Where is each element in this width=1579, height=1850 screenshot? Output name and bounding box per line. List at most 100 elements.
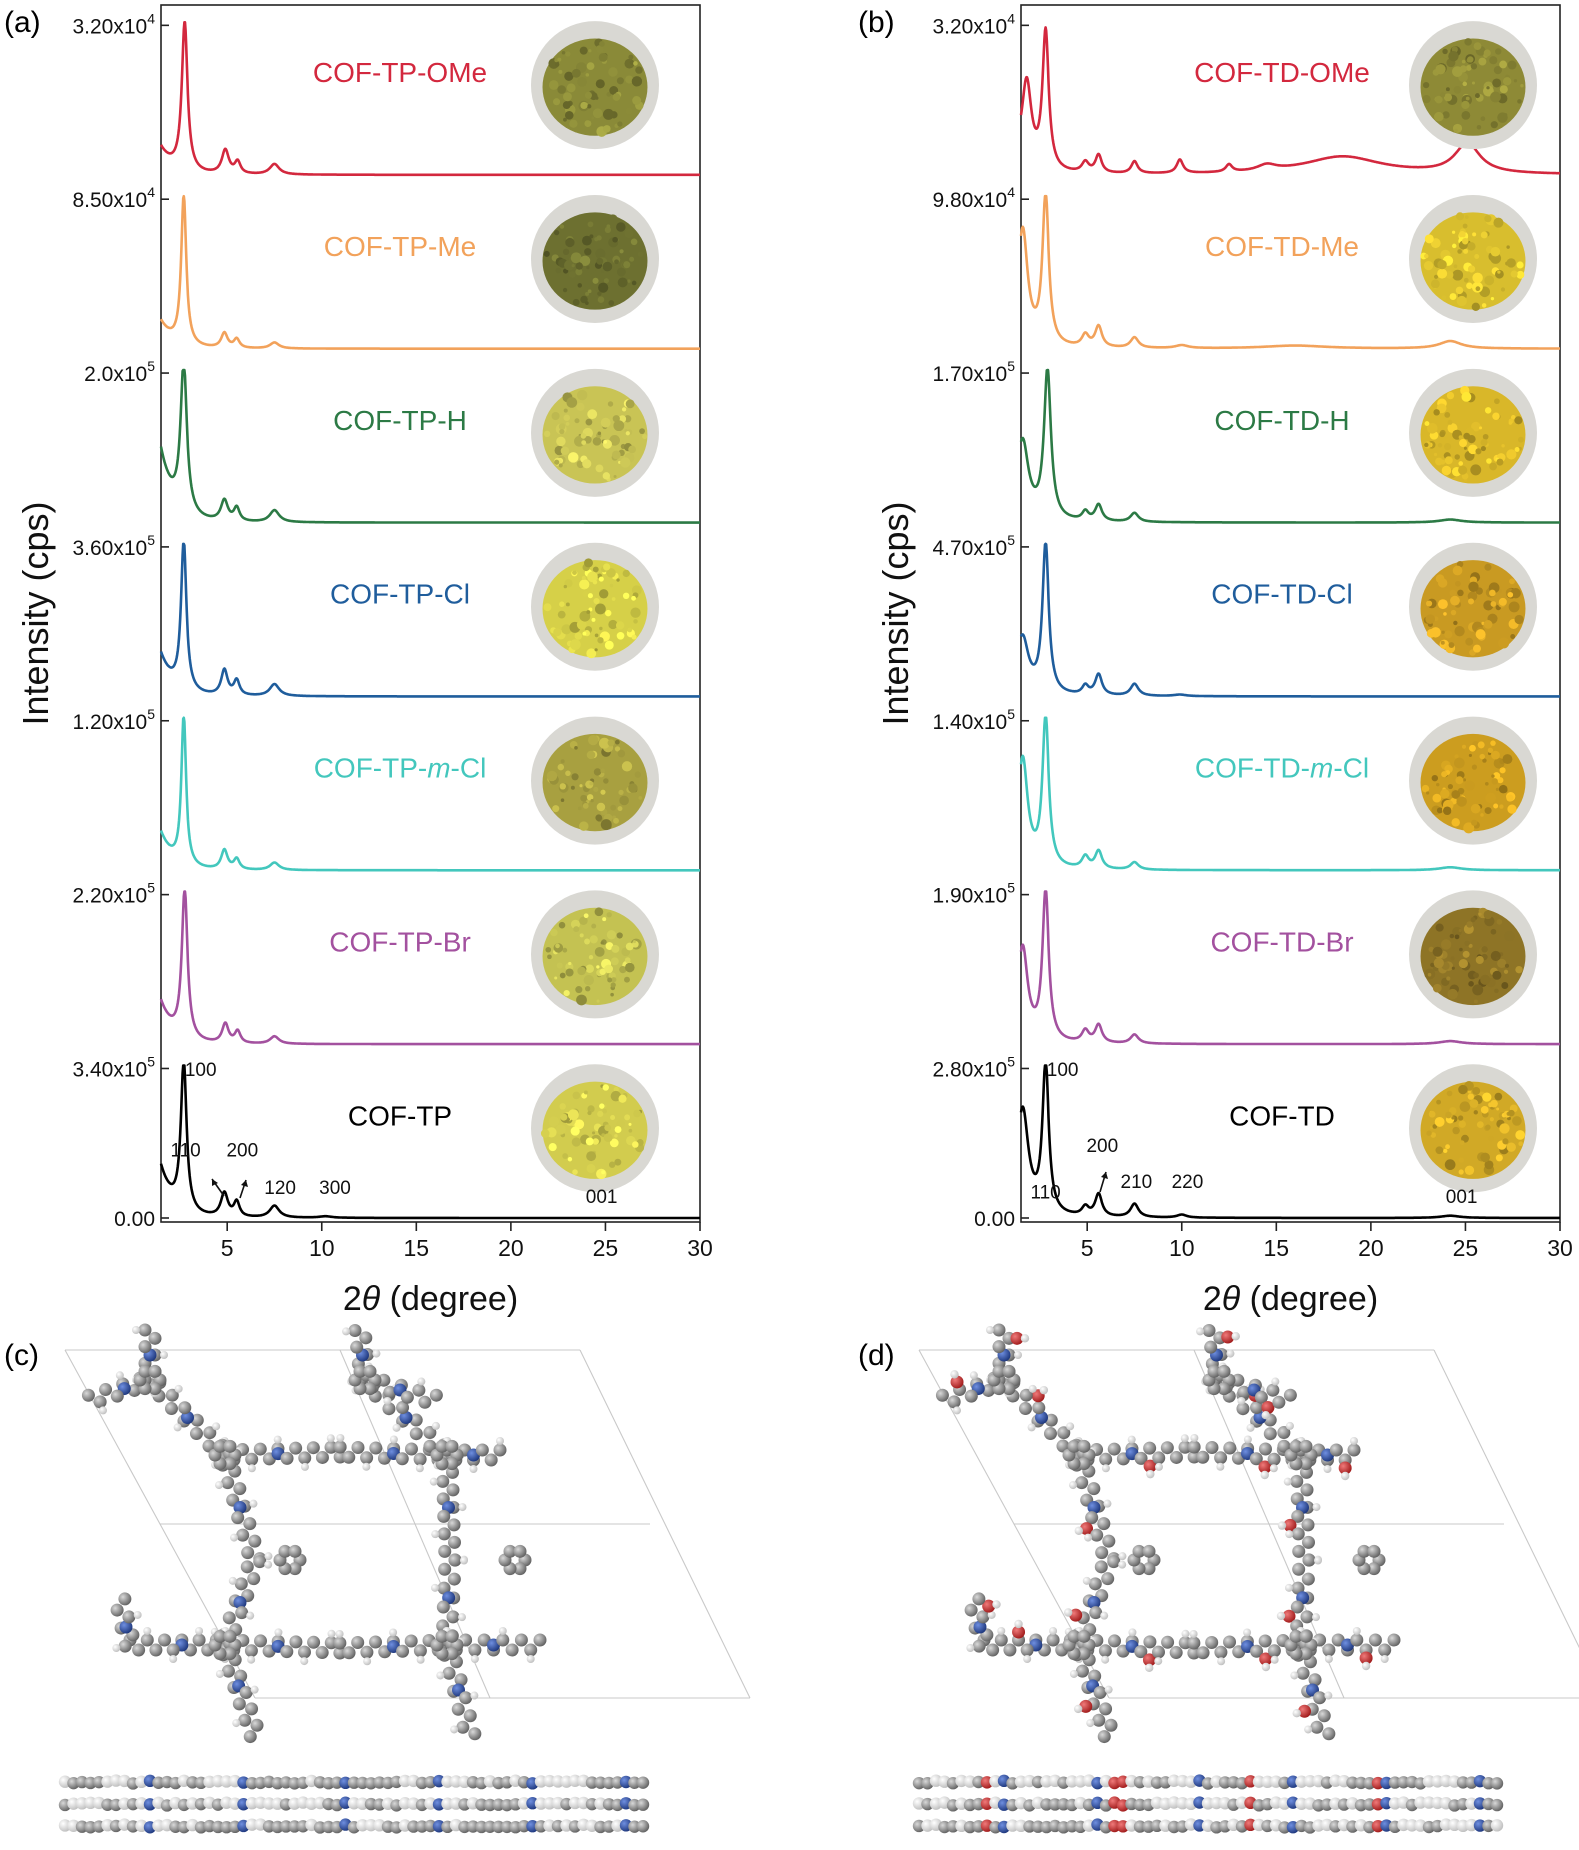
structure-c: [58, 1323, 751, 1834]
photo-grain: [599, 968, 606, 976]
y-tick-exponent: 4: [147, 184, 155, 200]
photo-grain: [563, 584, 568, 589]
photo-grain: [603, 439, 607, 444]
carbon-atom: [423, 1439, 437, 1453]
series-name: COF-TP: [348, 1100, 452, 1131]
y-tick-exponent: 5: [147, 1053, 155, 1069]
side-view-atom: [1065, 1775, 1079, 1788]
x-tick-label: 30: [687, 1235, 713, 1261]
hydrogen-atom: [1271, 1377, 1280, 1386]
carbon-atom: [315, 1450, 329, 1464]
photo-grain: [1458, 435, 1463, 440]
carbon-atom: [1299, 1439, 1313, 1453]
photo-grain: [552, 98, 561, 106]
photo-grain: [597, 291, 602, 296]
hydrogen-atom: [1277, 1521, 1287, 1530]
series-name-main: COF-TD-: [1195, 753, 1310, 784]
carbon-atom: [1160, 1441, 1174, 1455]
photo-grain: [1517, 99, 1522, 104]
series-line: [159, 542, 701, 698]
panel-label-a: (a): [4, 6, 41, 39]
photo-grain: [1491, 103, 1499, 111]
series-line: [1019, 368, 1561, 524]
photo-grain: [1481, 946, 1488, 953]
carbon-atom: [1296, 1666, 1310, 1680]
photo-grain: [557, 763, 565, 771]
photo-grain: [582, 631, 587, 636]
y-tick-label: 4.70x105: [932, 532, 1015, 560]
photo-grain: [1483, 49, 1491, 57]
photo-grain: [602, 472, 611, 480]
hydrogen-atom: [1261, 1410, 1270, 1420]
hydrogen-atom: [1323, 1465, 1332, 1473]
carbon-atom: [1107, 1442, 1121, 1456]
photo-grain: [571, 264, 575, 268]
photo-grain: [1504, 930, 1515, 942]
photo-grain: [1472, 272, 1483, 284]
y-tick-mantissa: 3.40x10: [72, 1058, 147, 1081]
photo-grain: [592, 566, 599, 573]
photo-grain: [594, 907, 604, 917]
hydrogen-atom: [1063, 1608, 1073, 1617]
photo-grain: [632, 940, 637, 944]
photo-grain: [592, 1138, 599, 1145]
photo-grain: [1422, 95, 1431, 104]
photo-grain: [1456, 295, 1467, 307]
photo-grain: [1498, 637, 1510, 649]
series-name-main: COF-TD-Me: [1205, 231, 1359, 262]
carbon-atom: [1097, 1730, 1111, 1744]
photo-grain: [610, 982, 616, 988]
photo-grain: [586, 750, 596, 760]
oxygen-atom: [1221, 1330, 1235, 1344]
peak-label: 200: [226, 1141, 258, 1162]
photo-grain: [1478, 912, 1482, 916]
photo-grain: [1468, 943, 1473, 948]
hydrogen-atom: [1217, 1657, 1226, 1666]
photo-grain: [611, 450, 621, 460]
hydrogen-atom: [1270, 1655, 1279, 1664]
hydrogen-atom: [1027, 1423, 1036, 1432]
carbon-atom: [1250, 1644, 1264, 1658]
photo-grain: [554, 976, 558, 980]
photo-grain: [555, 267, 562, 274]
photo-grain: [1493, 217, 1504, 228]
side-view-atom: [636, 1820, 650, 1833]
photo-grain: [575, 268, 583, 276]
hydrogen-atom: [160, 1351, 168, 1359]
photo-grain: [637, 251, 644, 258]
photo-grain: [1495, 787, 1500, 791]
arrowhead-110: [212, 1179, 218, 1186]
carbon-atom: [213, 1629, 227, 1643]
photo-grain: [587, 571, 598, 583]
hydrogen-atom: [1380, 1655, 1389, 1663]
carbon-atom: [484, 1453, 498, 1467]
photo-grain: [1437, 259, 1447, 270]
photo-grain: [595, 248, 606, 259]
photo-grain: [597, 296, 605, 303]
photo-grain: [610, 957, 619, 966]
photo-grain: [593, 597, 600, 605]
photo-grain: [1425, 600, 1433, 607]
carbon-atom: [1104, 1718, 1118, 1732]
carbon-atom: [1290, 1600, 1304, 1614]
hydrogen-atom: [1246, 1423, 1255, 1432]
hydrogen-atom: [1237, 1396, 1246, 1405]
carbon-atom: [1317, 1709, 1331, 1723]
carbon-atom: [463, 1709, 477, 1723]
photo-grain: [1447, 419, 1453, 425]
photo-grain: [596, 999, 600, 1003]
sample-photo: [531, 890, 659, 1019]
carbon-atom: [1152, 1451, 1166, 1465]
photo-grain: [560, 446, 570, 456]
carbon-atom: [132, 1643, 146, 1657]
photo-grain: [1428, 946, 1434, 953]
photo-grain: [1451, 243, 1457, 249]
photo-grain: [570, 252, 582, 264]
photo-grain: [1503, 969, 1509, 974]
photo-grain: [551, 411, 560, 421]
hydrogen-atom: [1069, 1481, 1078, 1490]
photo-grain: [1469, 1099, 1479, 1108]
carbon-atom: [524, 1643, 538, 1657]
hydrogen-atom: [228, 1576, 237, 1585]
side-view-atom: [1490, 1819, 1504, 1832]
